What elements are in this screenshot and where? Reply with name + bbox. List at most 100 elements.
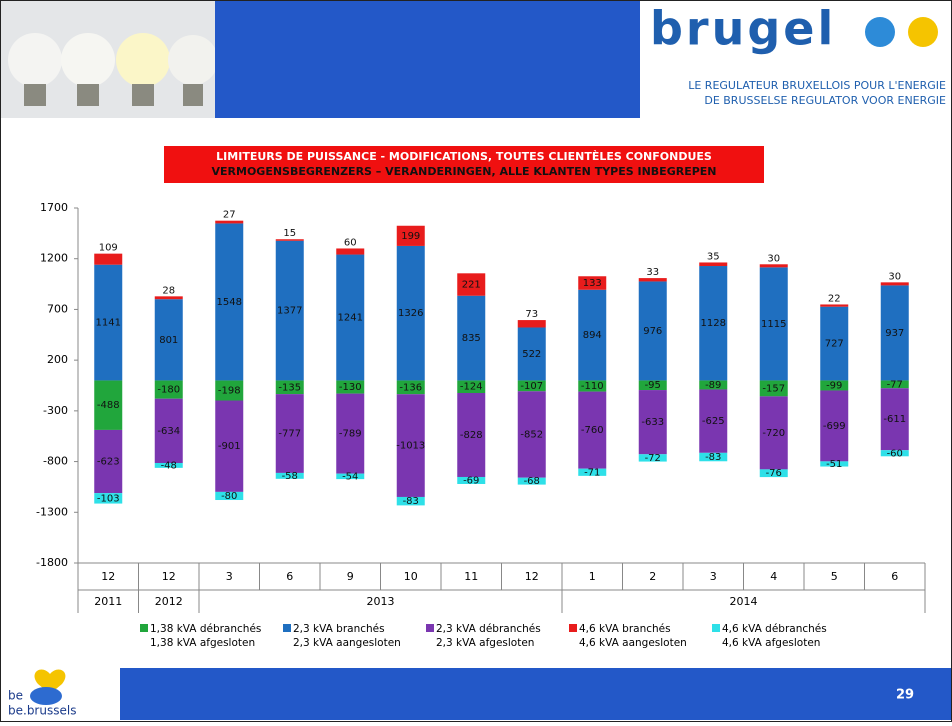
data-label: -777 xyxy=(278,429,301,440)
logo-dot xyxy=(908,17,938,47)
bar-segment xyxy=(155,296,183,299)
data-label: -60 xyxy=(887,448,903,459)
data-label: -634 xyxy=(157,426,180,437)
data-label: -198 xyxy=(218,385,241,396)
data-label: 937 xyxy=(885,328,904,339)
legend-swatch xyxy=(140,624,148,632)
data-label: -80 xyxy=(221,491,237,502)
year-label: 2012 xyxy=(155,595,183,608)
bar-segment xyxy=(699,262,727,266)
bar-segment xyxy=(336,248,364,254)
data-label: -611 xyxy=(883,414,906,425)
chart-subtitle: VERMOGENSBEGRENZERS – VERANDERINGEN, ALL… xyxy=(212,165,717,178)
data-label: -71 xyxy=(584,467,600,478)
bar-segment xyxy=(215,221,243,224)
data-label: -68 xyxy=(524,476,540,487)
brand-blob xyxy=(30,687,62,705)
brand: be.brussels xyxy=(8,704,76,718)
data-label: -95 xyxy=(645,380,661,391)
data-label: 1141 xyxy=(96,318,121,329)
data-label: 35 xyxy=(707,251,720,262)
x-tick-label: 11 xyxy=(464,570,478,583)
data-label: -103 xyxy=(97,493,120,504)
bar-segment xyxy=(276,239,304,241)
x-tick-label: 2 xyxy=(649,570,656,583)
data-label: 894 xyxy=(583,330,602,341)
logo-dot xyxy=(865,17,895,47)
data-label: 1326 xyxy=(398,308,423,319)
y-tick-label: -1800 xyxy=(36,556,68,569)
legend-swatch xyxy=(426,624,434,632)
page-number: 29 xyxy=(896,688,914,703)
x-tick-label: 6 xyxy=(286,570,293,583)
bar-segment xyxy=(820,304,848,306)
y-tick-label: 200 xyxy=(47,353,68,366)
legend-label: 2,3 kVA branchés xyxy=(293,623,385,635)
data-label: 1377 xyxy=(277,306,302,317)
data-label: -89 xyxy=(705,380,721,391)
data-label: 199 xyxy=(401,231,420,242)
footer-band xyxy=(120,668,951,720)
data-label: 1115 xyxy=(761,319,786,330)
data-label: 27 xyxy=(223,210,236,221)
y-tick-label: -1300 xyxy=(36,505,68,518)
x-tick-label: 4 xyxy=(770,570,777,583)
data-label: -76 xyxy=(766,468,782,479)
data-label: 30 xyxy=(767,253,780,264)
x-tick-label: 1 xyxy=(589,570,596,583)
data-label: -48 xyxy=(161,460,177,471)
data-label: 109 xyxy=(99,243,118,254)
data-label: -828 xyxy=(460,430,483,441)
data-label: 835 xyxy=(462,333,481,344)
bar-segment xyxy=(94,254,122,265)
x-tick-label: 12 xyxy=(525,570,539,583)
data-label: 22 xyxy=(828,293,841,304)
legend-swatch xyxy=(569,624,577,632)
data-label: 73 xyxy=(525,309,538,320)
legend-swatch xyxy=(712,624,720,632)
legend-label: 1,38 kVA afgesloten xyxy=(150,637,255,649)
data-label: -130 xyxy=(339,382,362,393)
data-label: -83 xyxy=(705,452,721,463)
legend-label: 1,38 kVA débranchés xyxy=(150,623,261,635)
x-tick-label: 3 xyxy=(710,570,717,583)
data-label: -488 xyxy=(97,400,120,411)
data-label: -58 xyxy=(282,471,298,482)
header-band xyxy=(215,1,640,118)
legend-label: 4,6 kVA débranchés xyxy=(722,623,827,635)
data-label: 15 xyxy=(283,228,296,239)
data-label: -633 xyxy=(641,417,664,428)
data-label: 33 xyxy=(646,267,659,278)
data-label: -107 xyxy=(520,381,543,392)
data-label: -51 xyxy=(826,459,842,470)
x-tick-label: 3 xyxy=(226,570,233,583)
data-label: -124 xyxy=(460,382,483,393)
bar-segment xyxy=(518,320,546,327)
data-label: -180 xyxy=(157,385,180,396)
data-label: 976 xyxy=(643,326,662,337)
data-label: -135 xyxy=(278,382,301,393)
data-label: -720 xyxy=(762,428,785,439)
data-label: 1548 xyxy=(217,297,242,308)
data-label: -1013 xyxy=(396,441,425,452)
data-label: -760 xyxy=(581,425,604,436)
x-tick-label: 12 xyxy=(162,570,176,583)
bar-segment xyxy=(881,282,909,285)
data-label: 522 xyxy=(522,349,541,360)
year-label: 2011 xyxy=(94,595,122,608)
x-tick-label: 12 xyxy=(101,570,115,583)
data-label: -157 xyxy=(762,383,785,394)
y-tick-label: -800 xyxy=(43,455,68,468)
data-label: 727 xyxy=(825,339,844,350)
y-tick-label: 1700 xyxy=(40,201,68,214)
data-label: -625 xyxy=(702,416,725,427)
data-label: 1128 xyxy=(701,318,726,329)
year-label: 2014 xyxy=(730,595,758,608)
legend-label: 4,6 kVA aangesloten xyxy=(579,637,687,649)
bar-segment xyxy=(639,278,667,281)
y-tick-label: 700 xyxy=(47,302,68,315)
year-label: 2013 xyxy=(367,595,395,608)
data-label: -99 xyxy=(826,380,842,391)
tagline: LE REGULATEUR BRUXELLOIS POUR L'ENERGIE xyxy=(688,79,946,92)
data-label: -83 xyxy=(403,496,419,507)
